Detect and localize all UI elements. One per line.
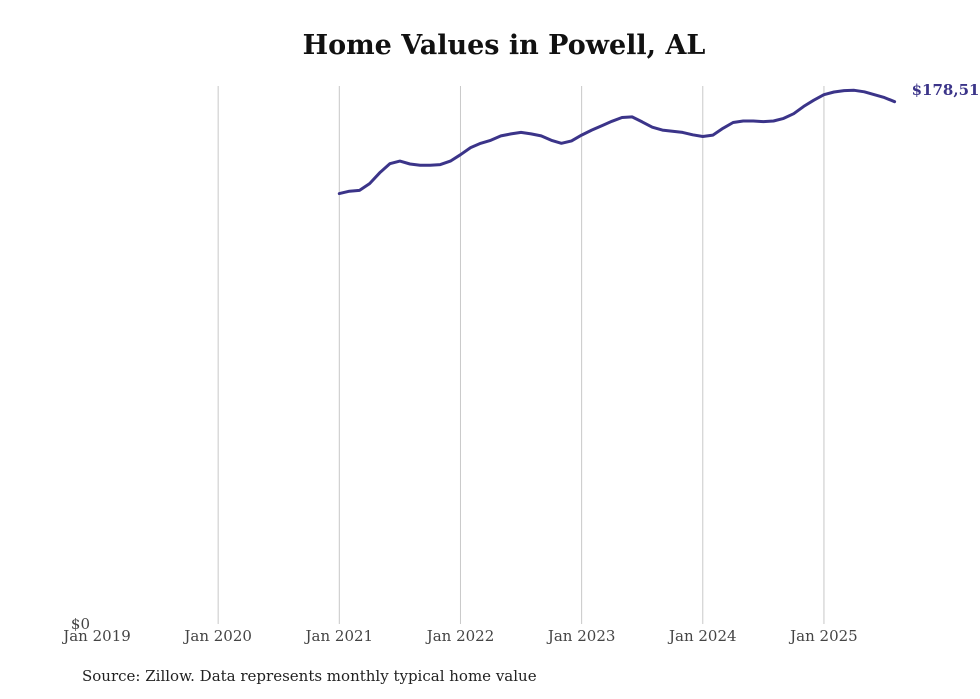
series-layer xyxy=(337,88,897,196)
y-tick-label: $0 xyxy=(71,615,90,633)
label-layer: $178,511 xyxy=(912,81,980,99)
x-tick-label: Jan 2025 xyxy=(788,627,858,645)
end-value-label: $178,511 xyxy=(912,81,980,99)
grid-layer xyxy=(217,86,825,624)
source-note: Source: Zillow. Data represents monthly … xyxy=(82,667,537,685)
x-tick-label: Jan 2024 xyxy=(667,627,737,645)
x-tick-label: Jan 2022 xyxy=(425,627,495,645)
x-tick-label: Jan 2020 xyxy=(182,627,252,645)
chart-title: Home Values in Powell, AL xyxy=(302,30,706,61)
tick-layer: Jan 2019 Jan 2020 Jan 2021 Jan 2022 Jan 2023… xyxy=(61,615,858,645)
x-tick-label: Jan 2021 xyxy=(304,627,374,645)
series-line xyxy=(337,88,897,196)
x-tick-label: Jan 2019 xyxy=(61,627,131,645)
x-tick-label: Jan 2023 xyxy=(546,627,616,645)
